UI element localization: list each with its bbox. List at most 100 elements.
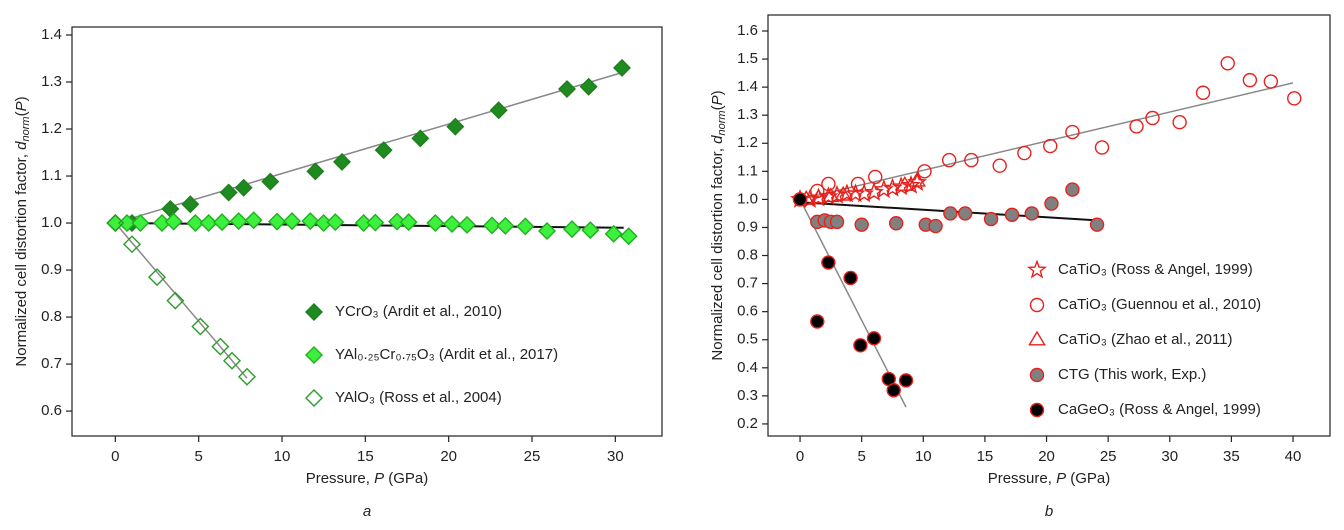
y-tick-label: 1.3 (737, 106, 758, 123)
legend-entry: CaTiO₃ (Guennou et al., 2010) (1029, 296, 1261, 313)
data-point (873, 179, 894, 199)
fit-line (114, 222, 248, 379)
x-axis-label: Pressure, P (GPa) (306, 470, 429, 487)
data-point (821, 176, 836, 192)
data-point (483, 216, 501, 235)
series (792, 192, 914, 398)
data-point (1145, 110, 1160, 126)
legend-label: CTG (This work, Exp.) (1058, 366, 1206, 383)
data-point (810, 314, 825, 329)
data-point (374, 141, 393, 160)
data-point (234, 178, 253, 197)
y-tick-label: 1.0 (41, 214, 62, 231)
y-tick-label: 0.5 (737, 331, 758, 348)
data-point (581, 221, 600, 240)
data-point (1172, 115, 1187, 130)
data-point (443, 214, 461, 233)
data-point (333, 152, 351, 171)
data-point (843, 270, 858, 286)
data-point (106, 214, 125, 233)
x-tick-label: 0 (111, 448, 119, 465)
y-tick-label: 1.1 (41, 167, 62, 184)
y-axis-label-part: ) (709, 90, 726, 95)
y-tick-label: 1.3 (41, 73, 62, 90)
data-point (1029, 297, 1045, 313)
data-point (223, 351, 241, 370)
data-point (268, 212, 286, 231)
data-point (1017, 145, 1032, 161)
data-point (558, 80, 576, 99)
data-point (868, 169, 883, 185)
series (106, 211, 638, 246)
y-tick-label: 1.6 (737, 22, 758, 39)
data-point (244, 211, 263, 230)
y-axis-label-part: ) (13, 96, 30, 101)
data-point (1029, 367, 1045, 383)
data-point (489, 101, 508, 120)
data-point (1220, 56, 1235, 71)
data-point (563, 220, 581, 239)
y-tick-label: 1.2 (41, 120, 62, 137)
data-point (1129, 119, 1144, 134)
x-tick-label: 15 (357, 448, 374, 465)
y-axis-label-part: Normalized cell distortion factor, (709, 144, 726, 361)
data-point (388, 212, 406, 231)
data-point (886, 383, 901, 398)
legend-label: CaGeO₃ (Ross & Angel, 1999) (1058, 401, 1261, 418)
x-tick-label: 15 (977, 448, 994, 465)
x-axis-label-part: Pressure, (988, 470, 1056, 487)
data-point (941, 152, 957, 168)
y-axis-label: Normalized cell distortion factor, dnorm… (709, 90, 728, 360)
data-point (261, 172, 280, 191)
data-point (123, 235, 141, 254)
x-axis-label-part: P (1056, 470, 1066, 487)
data-point (118, 214, 136, 233)
x-tick-label: 20 (1038, 448, 1055, 465)
data-point (821, 255, 836, 270)
data-point (604, 224, 623, 243)
data-point (829, 214, 845, 230)
x-tick-label: 10 (274, 448, 291, 465)
data-point (854, 217, 869, 232)
data-point (131, 214, 150, 233)
data-point (191, 317, 210, 336)
data-point (1043, 138, 1058, 154)
data-point (957, 206, 973, 221)
y-axis-label-part: d (13, 141, 30, 150)
data-point (1089, 217, 1105, 232)
x-tick-label: 5 (857, 448, 865, 465)
data-point (446, 117, 465, 136)
legend-entry: CaTiO₃ (Zhao et al., 2011) (1028, 330, 1233, 348)
data-point (186, 214, 205, 233)
panel-caption: a (363, 503, 371, 520)
plot-frame (71, 26, 663, 437)
data-point (983, 211, 999, 227)
data-point (1263, 74, 1279, 89)
data-point (834, 185, 853, 201)
data-point (810, 183, 825, 199)
data-point (301, 212, 320, 231)
data-point (238, 367, 256, 386)
y-tick-label: 0.3 (737, 387, 758, 404)
x-axis-label-part: (GPa) (1066, 470, 1110, 487)
data-point (306, 162, 325, 181)
legend-label: CaTiO₃ (Zhao et al., 2011) (1058, 331, 1233, 348)
legend-label: CaTiO₃ (Ross & Angel, 1999) (1058, 261, 1253, 278)
series (106, 58, 631, 233)
y-tick-label: 0.2 (737, 415, 758, 432)
y-tick-label: 0.6 (737, 303, 758, 320)
data-point (1026, 259, 1048, 279)
y-axis-label-part: d (709, 135, 726, 144)
data-point (1065, 182, 1080, 197)
data-point (898, 373, 914, 388)
data-point (853, 338, 868, 353)
data-point (161, 199, 180, 218)
data-point (538, 222, 556, 241)
x-axis-label-part: Pressure, (306, 470, 374, 487)
data-point (213, 213, 231, 232)
y-tick-label: 0.6 (41, 402, 62, 419)
data-point (895, 175, 914, 191)
data-point (516, 217, 535, 236)
data-point (399, 213, 418, 232)
